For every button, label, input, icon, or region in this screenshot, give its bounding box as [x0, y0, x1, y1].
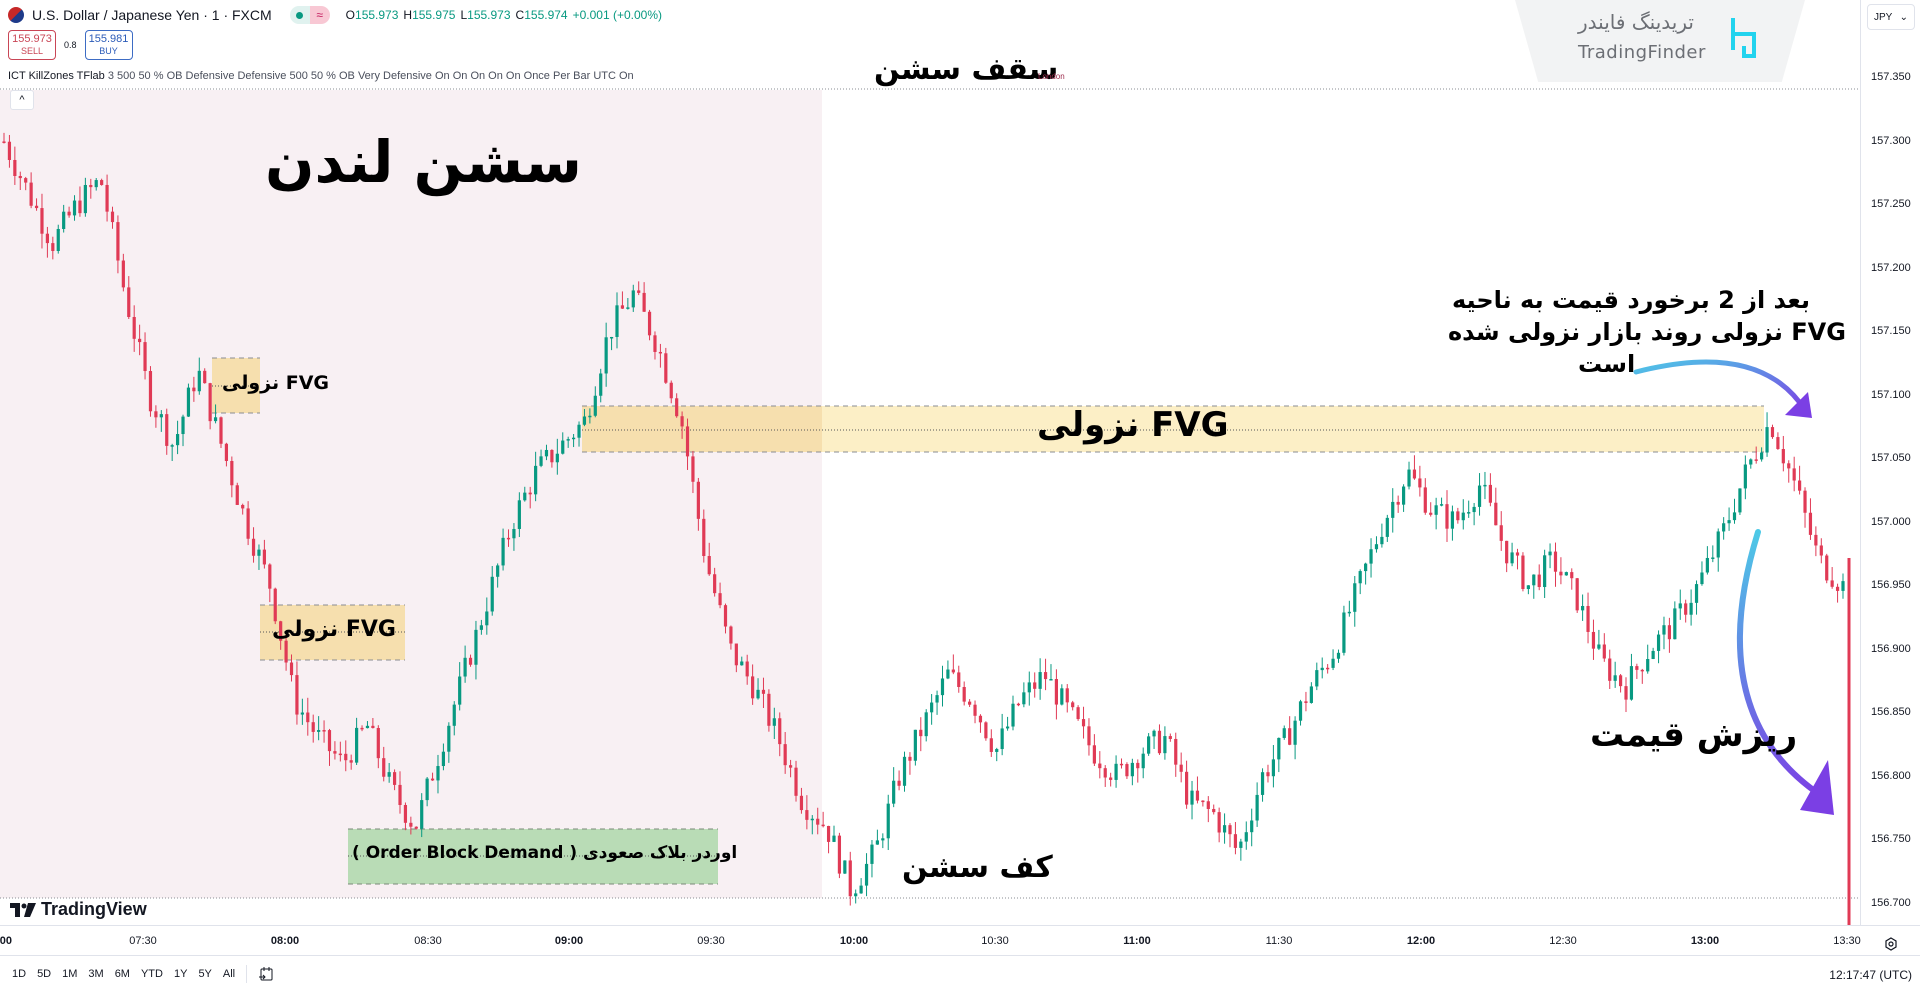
date-range-buttons: 1D 5D 1M 3M 6M YTD 1Y 5Y All [12, 965, 274, 983]
trade-buttons: 155.973 SELL 0.8 155.981 BUY [8, 30, 133, 60]
time-tick: 08:00 [270, 935, 300, 947]
price-tick: 157.050 [1871, 452, 1911, 464]
curved-arrow-down-icon [1736, 529, 1834, 815]
range-button-5d[interactable]: 5D [37, 968, 52, 980]
market-open-dot-icon [289, 6, 310, 24]
note-line-3: است [1578, 350, 1636, 378]
price-tick: 157.100 [1871, 388, 1911, 401]
fvg-small-1-label: FVG نزولی [222, 372, 330, 394]
symbol-row: U.S. Dollar / Japanese Yen · 1 · FXCM ≈ … [8, 6, 662, 24]
chevron-down-icon: ⌄ [1899, 11, 1908, 23]
range-button-1d[interactable]: 1D [12, 968, 27, 980]
price-tick: 156.950 [1871, 579, 1911, 591]
time-tick: 10:30 [981, 935, 1009, 947]
chart-legend: U.S. Dollar / Japanese Yen · 1 · FXCM ≈ … [0, 0, 1860, 90]
time-tick: 08:30 [414, 935, 442, 947]
fvg-large-label: FVG نزولی [1037, 405, 1229, 445]
session-low-label: کف سشن [902, 850, 1053, 885]
buy-button[interactable]: 155.981 BUY [84, 30, 133, 60]
time-tick: 13:30 [1833, 935, 1861, 947]
market-status-pill[interactable]: ≈ [289, 6, 330, 24]
fvg-small-2-label: FVG نزولی [272, 617, 396, 642]
price-tick: 156.750 [1871, 833, 1911, 845]
close-value: 155.974 [524, 8, 568, 22]
london-session-label: سشن لندن [265, 128, 582, 196]
range-button-ytd[interactable]: YTD [140, 968, 163, 980]
price-tick: 157.300 [1871, 134, 1911, 147]
low-value: 155.973 [467, 8, 511, 22]
go-to-date-icon[interactable] [258, 966, 274, 982]
time-tick: 09:30 [697, 935, 725, 947]
range-button-1y[interactable]: 1Y [173, 968, 188, 980]
time-tick: 11:00 [1123, 935, 1151, 947]
open-value: 155.973 [355, 8, 399, 22]
tradingfinder-logo-icon [1731, 18, 1756, 58]
bottom-toolbar: 1D 5D 1M 3M 6M YTD 1Y 5Y All 12:17:47 (UTC) [0, 955, 1920, 996]
sell-button[interactable]: 155.973 SELL [8, 30, 56, 60]
collapse-legend-button[interactable]: ^ [10, 90, 34, 110]
logo-english-text: TradingFinder [1578, 42, 1706, 63]
time-tick: 11:30 [1265, 935, 1293, 947]
price-tick: 156.700 [1871, 896, 1911, 909]
price-tick: 156.800 [1871, 769, 1911, 782]
range-button-all[interactable]: All [222, 968, 236, 980]
change-value: +0.001 (+0.00%) [572, 8, 663, 22]
order-block-label: اوردر بلاک صعودی ( Order Block Demand ) [352, 843, 738, 863]
range-button-5y[interactable]: 5Y [198, 968, 212, 980]
price-tick: 156.850 [1871, 706, 1911, 718]
fvg-zone-large [582, 405, 1764, 453]
price-tick: 157.350 [1871, 71, 1911, 83]
currency-select[interactable]: JPY ⌄ [1867, 4, 1915, 30]
note-line-1: بعد از 2 برخورد قیمت به ناحیه [1452, 286, 1810, 314]
price-tick: 157.150 [1871, 325, 1911, 337]
price-axis[interactable]: 157.350 157.300 157.250 157.200 157.150 157.1… [1860, 0, 1920, 925]
time-tick: 09:00 [554, 935, 584, 947]
indicator-legend[interactable]: ICT KillZones TFlab 3 500 50 % OB Defens… [8, 70, 634, 82]
session-high-label: سقف سشن [874, 52, 1059, 87]
spread-value: 0.8 [64, 40, 77, 50]
candles-group [2, 132, 1845, 906]
chart-pane[interactable] [0, 0, 1860, 928]
price-drop-label: ریزش قیمت [1590, 715, 1798, 755]
toolbar-divider [246, 965, 248, 983]
range-button-1m[interactable]: 1M [62, 968, 78, 980]
candlestick-chart[interactable] [0, 0, 1860, 928]
note-line-2: FVG نزولی روند بازار نزولی شده [1448, 318, 1846, 346]
fvg-zone-small-2 [260, 604, 405, 661]
tradingview-logo-icon [10, 902, 36, 917]
high-value: 155.975 [412, 8, 456, 22]
fvg-zone-small-1 [212, 357, 260, 414]
london-session-zone [0, 90, 822, 898]
range-button-6m[interactable]: 6M [114, 968, 130, 980]
time-tick: :00 [0, 935, 12, 947]
logo-persian-text: تریدینگ فایندر [1578, 10, 1694, 34]
indicator-params: 3 500 50 % OB Defensive Defensive 500 50… [107, 70, 634, 82]
london-tag: London [1038, 72, 1065, 81]
symbol-title[interactable]: U.S. Dollar / Japanese Yen · 1 · FXCM [32, 7, 272, 23]
utc-clock[interactable]: 12:17:47 (UTC) [1829, 968, 1912, 982]
price-tick: 157.250 [1871, 198, 1911, 210]
tradingfinder-logo-card: تریدینگ فایندر TradingFinder [1515, 0, 1805, 82]
usdjpy-flag-icon [8, 7, 24, 23]
price-tick: 157.200 [1871, 261, 1911, 274]
delayed-data-icon: ≈ [309, 6, 330, 24]
order-block-zone [348, 828, 718, 885]
time-tick: 07:30 [129, 935, 157, 947]
price-tick: 156.900 [1871, 642, 1911, 655]
time-tick: 12:00 [1406, 935, 1436, 947]
time-axis[interactable]: :00 07:30 08:00 08:30 09:00 09:30 10:00 10:30 11… [0, 925, 1920, 955]
curved-arrow-top-icon [1633, 359, 1812, 418]
price-tick: 157.000 [1871, 515, 1911, 528]
range-button-3m[interactable]: 3M [88, 968, 104, 980]
ohlc-values: O155.973 H155.975 L155.973 C155.974 +0.0… [345, 8, 663, 22]
indicator-name: ICT KillZones TFlab [8, 70, 105, 82]
time-tick: 12:30 [1549, 935, 1577, 947]
time-tick: 10:00 [839, 935, 869, 947]
axis-settings-icon[interactable] [1884, 937, 1898, 951]
time-tick: 13:00 [1690, 935, 1720, 947]
tradingview-logo[interactable]: TradingView [10, 899, 147, 920]
